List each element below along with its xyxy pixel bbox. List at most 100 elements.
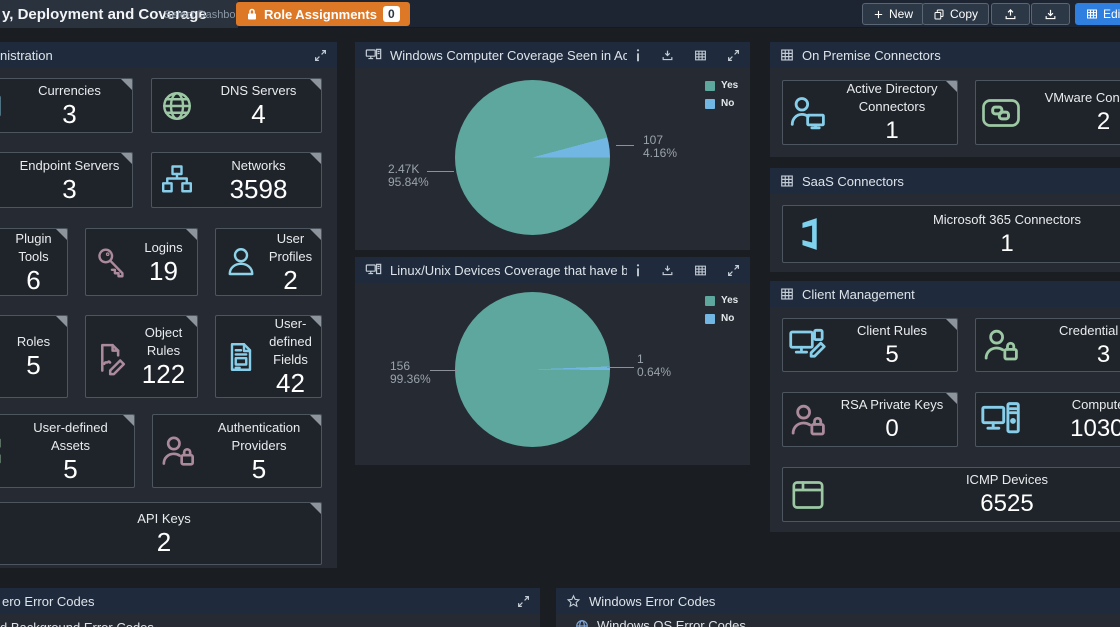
grid-icon bbox=[780, 287, 794, 301]
leader-line bbox=[430, 370, 457, 371]
legend-swatch-no bbox=[705, 313, 715, 324]
expand-icon[interactable] bbox=[314, 49, 327, 62]
tile-vmware-connectors[interactable]: VMware Connectors 2 bbox=[975, 80, 1120, 145]
expand-icon[interactable] bbox=[727, 264, 740, 277]
network-icon bbox=[152, 162, 202, 198]
download-icon bbox=[1045, 9, 1056, 19]
monitor-pencil-icon bbox=[783, 326, 833, 364]
expand-icon[interactable] bbox=[727, 49, 740, 62]
document-pencil-icon bbox=[86, 338, 136, 376]
pie-label-no: 1 0.64% bbox=[637, 352, 672, 379]
lock-icon bbox=[246, 8, 258, 21]
tile-label: Roles bbox=[16, 334, 51, 349]
windows-coverage-pie[interactable] bbox=[455, 80, 610, 235]
legend-label-yes: Yes bbox=[721, 295, 739, 306]
tile-user-defined-assets[interactable]: User-defined Assets 5 bbox=[0, 414, 135, 488]
role-assignments-button[interactable]: Role Assignments 0 bbox=[236, 2, 410, 26]
microsoft-365-icon bbox=[783, 213, 833, 255]
tile-object-rules[interactable]: Object Rules 122 bbox=[85, 315, 198, 398]
tile-label: Microsoft 365 Connectors bbox=[932, 211, 1082, 227]
download-icon[interactable] bbox=[661, 264, 674, 277]
error-codes-right-item[interactable]: Windows OS Error Codes bbox=[575, 618, 746, 627]
tile-label: Credential Sets bbox=[1059, 322, 1120, 338]
tile-value: 19 bbox=[149, 255, 178, 286]
tile-icmp-devices[interactable]: ICMP Devices 6525 bbox=[782, 467, 1120, 522]
client-management-header: Client Management bbox=[770, 281, 1120, 307]
dashboard-title-segment bbox=[0, 0, 238, 28]
tile-currencies[interactable]: Currencies 3 bbox=[0, 78, 133, 133]
on-premise-title: On Premise Connectors bbox=[802, 47, 941, 63]
table-icon[interactable] bbox=[694, 49, 707, 62]
tile-networks[interactable]: Networks 3598 bbox=[151, 152, 322, 208]
saas-title: SaaS Connectors bbox=[802, 173, 904, 189]
globe-icon bbox=[575, 619, 589, 627]
tile-label: Authentication Providers bbox=[217, 419, 301, 453]
edit-button[interactable]: Edit bbox=[1075, 3, 1120, 25]
table-icon[interactable] bbox=[694, 264, 707, 277]
tile-label: Plugin Tools bbox=[15, 230, 52, 264]
tile-active-directory-connectors[interactable]: Active Directory Connectors 1 bbox=[782, 80, 958, 145]
tile-authentication-providers[interactable]: Authentication Providers 5 bbox=[152, 414, 322, 488]
tile-dns-servers[interactable]: DNS Servers 4 bbox=[151, 78, 322, 133]
tile-label: DNS Servers bbox=[220, 83, 297, 98]
tile-label: Active Directory Connectors bbox=[846, 81, 938, 114]
administration-panel: nistration Currencies 3 DNS Servers 4 Endp… bbox=[0, 42, 337, 568]
tile-user-defined-fields[interactable]: User-defined Fields 42 bbox=[215, 315, 322, 398]
legend-label-yes: Yes bbox=[721, 80, 739, 91]
tile-label: VMware Connectors bbox=[1044, 90, 1120, 105]
tile-computers[interactable]: Computers 10300 bbox=[975, 392, 1120, 447]
tile-value: 42 bbox=[276, 368, 305, 398]
computer-tower-icon bbox=[976, 400, 1026, 440]
new-button[interactable]: New bbox=[862, 3, 925, 25]
tile-user-profiles[interactable]: User Profiles 2 bbox=[215, 228, 322, 296]
tile-logins[interactable]: Logins 19 bbox=[85, 228, 198, 296]
download-icon[interactable] bbox=[661, 49, 674, 62]
expand-icon[interactable] bbox=[517, 595, 530, 608]
tile-value: 5 bbox=[63, 453, 78, 484]
error-codes-right-panel: Windows Error Codes Windows OS Error Cod… bbox=[556, 588, 1120, 627]
windows-coverage-header: Windows Computer Coverage Seen in Active… bbox=[355, 42, 750, 68]
info-icon[interactable] bbox=[635, 263, 641, 277]
tile-plugin-tools[interactable]: Plugin Tools 6 bbox=[0, 228, 68, 296]
tile-endpoint-servers[interactable]: Endpoint Servers 3 bbox=[0, 152, 133, 208]
chart-legend[interactable]: Yes No bbox=[705, 80, 738, 116]
grid-icon bbox=[1087, 9, 1097, 19]
tile-label: API Keys bbox=[137, 511, 191, 526]
linux-coverage-pie[interactable] bbox=[455, 292, 610, 447]
legend-swatch-yes bbox=[705, 295, 715, 306]
tile-credential-sets[interactable]: Credential Sets 3 bbox=[975, 318, 1120, 372]
linux-coverage-header: Linux/Unix Devices Coverage that have be… bbox=[355, 257, 750, 283]
upload-button[interactable] bbox=[991, 3, 1030, 25]
grid-icon bbox=[780, 48, 794, 62]
tile-roles[interactable]: Roles 5 bbox=[0, 315, 68, 398]
pie-label-yes: 156 99.36% bbox=[390, 359, 431, 386]
computer-icon bbox=[365, 48, 382, 63]
globe-icon bbox=[152, 88, 202, 124]
tile-label: Computers bbox=[1071, 397, 1120, 412]
tile-label: User-defined Assets bbox=[33, 419, 108, 453]
tile-value: 3 bbox=[62, 173, 77, 204]
error-codes-right-title: Windows Error Codes bbox=[589, 593, 716, 609]
error-codes-left-item[interactable]: d Background Error Codes bbox=[0, 620, 154, 627]
info-icon[interactable] bbox=[635, 48, 641, 62]
tile-value: 5 bbox=[885, 340, 899, 368]
chart-legend[interactable]: Yes No bbox=[705, 295, 738, 331]
tile-value: 3 bbox=[62, 99, 77, 129]
download-button[interactable] bbox=[1031, 3, 1070, 25]
legend-swatch-no bbox=[705, 98, 715, 109]
currencies-icon bbox=[0, 89, 13, 123]
tile-microsoft-365-connectors[interactable]: Microsoft 365 Connectors 1 bbox=[782, 205, 1120, 263]
tile-client-rules[interactable]: Client Rules 5 bbox=[782, 318, 958, 372]
client-management-panel: Client Management Client Rules 5 Credenti… bbox=[770, 281, 1120, 532]
error-codes-left-title: ero Error Codes bbox=[2, 593, 95, 609]
new-button-label: New bbox=[889, 7, 914, 21]
error-codes-left-header: ero Error Codes bbox=[0, 588, 540, 614]
tile-value: 2 bbox=[1096, 108, 1111, 135]
person-icon bbox=[216, 244, 266, 280]
copy-button[interactable]: Copy bbox=[922, 3, 990, 25]
tile-api-keys[interactable]: API Keys 2 bbox=[0, 502, 322, 565]
tile-value: 4 bbox=[251, 99, 266, 129]
tile-rsa-private-keys[interactable]: RSA Private Keys 0 bbox=[782, 392, 958, 447]
copy-button-label: Copy bbox=[950, 7, 979, 21]
